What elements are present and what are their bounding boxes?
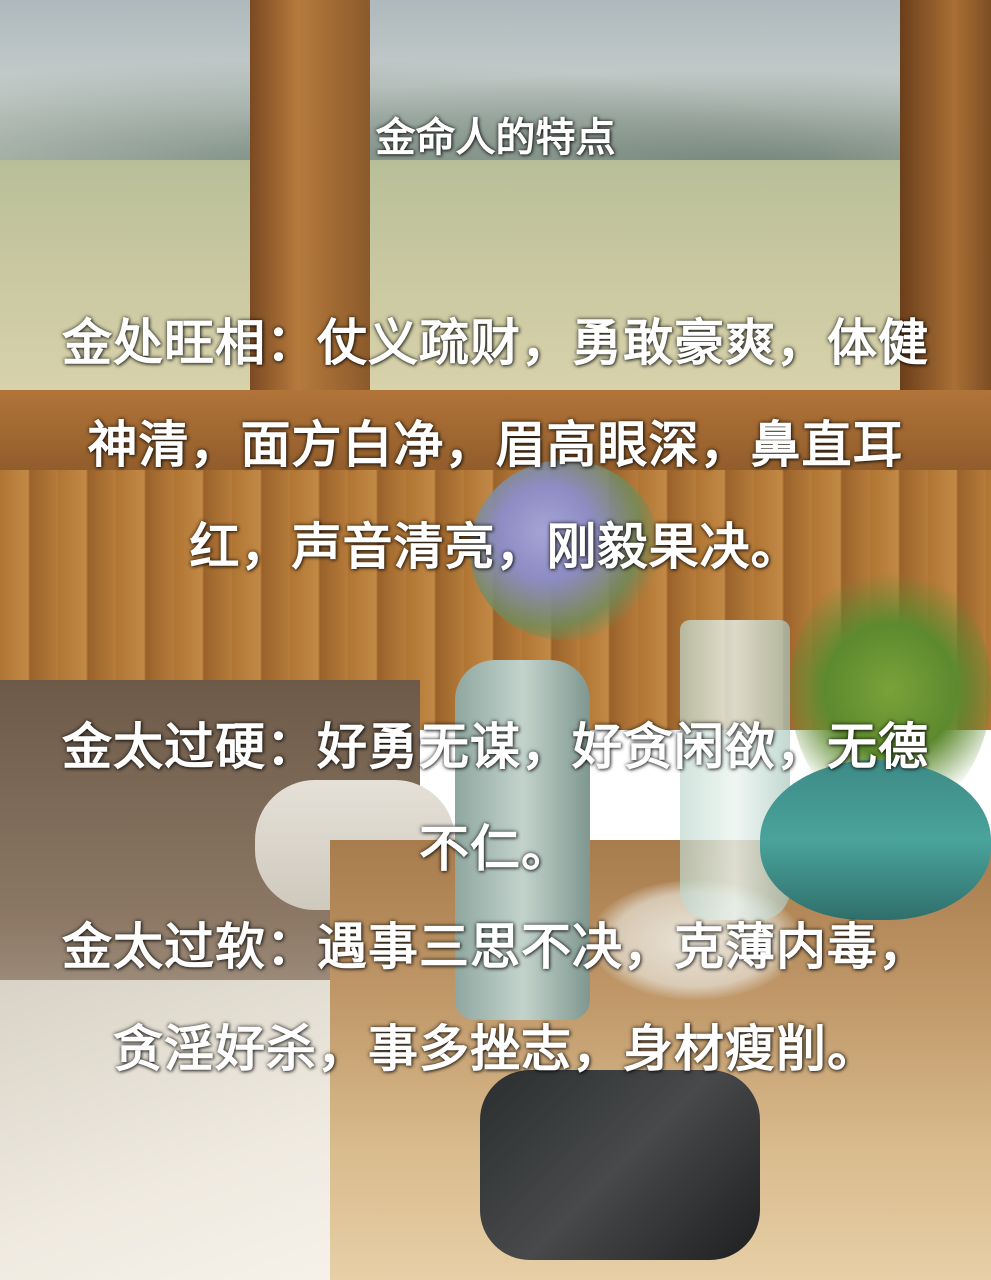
image-title: 金命人的特点 bbox=[375, 115, 616, 161]
meadow bbox=[0, 160, 991, 390]
mountains bbox=[0, 40, 991, 170]
window-frame-left bbox=[250, 0, 370, 420]
teal-bowl bbox=[760, 760, 991, 920]
rug bbox=[0, 980, 380, 1280]
window-sill bbox=[0, 390, 991, 480]
vase bbox=[455, 660, 590, 1020]
paragraph-1: 金处旺相：仗义疏财，勇敢豪爽，体健神清，面方白净，眉高眼深，鼻直耳红，声音清亮，… bbox=[62, 314, 929, 576]
binoculars bbox=[480, 1070, 760, 1260]
paragraph-2: 金太过硬：好勇无谋，好贪闲欲，无德不仁。 bbox=[62, 718, 929, 878]
paragraph-3: 金太过软：遇事三思不决，克薄内毒，贪淫好杀，事多挫志，身材瘦削。 bbox=[62, 918, 929, 1078]
lavender-flowers bbox=[470, 460, 660, 640]
